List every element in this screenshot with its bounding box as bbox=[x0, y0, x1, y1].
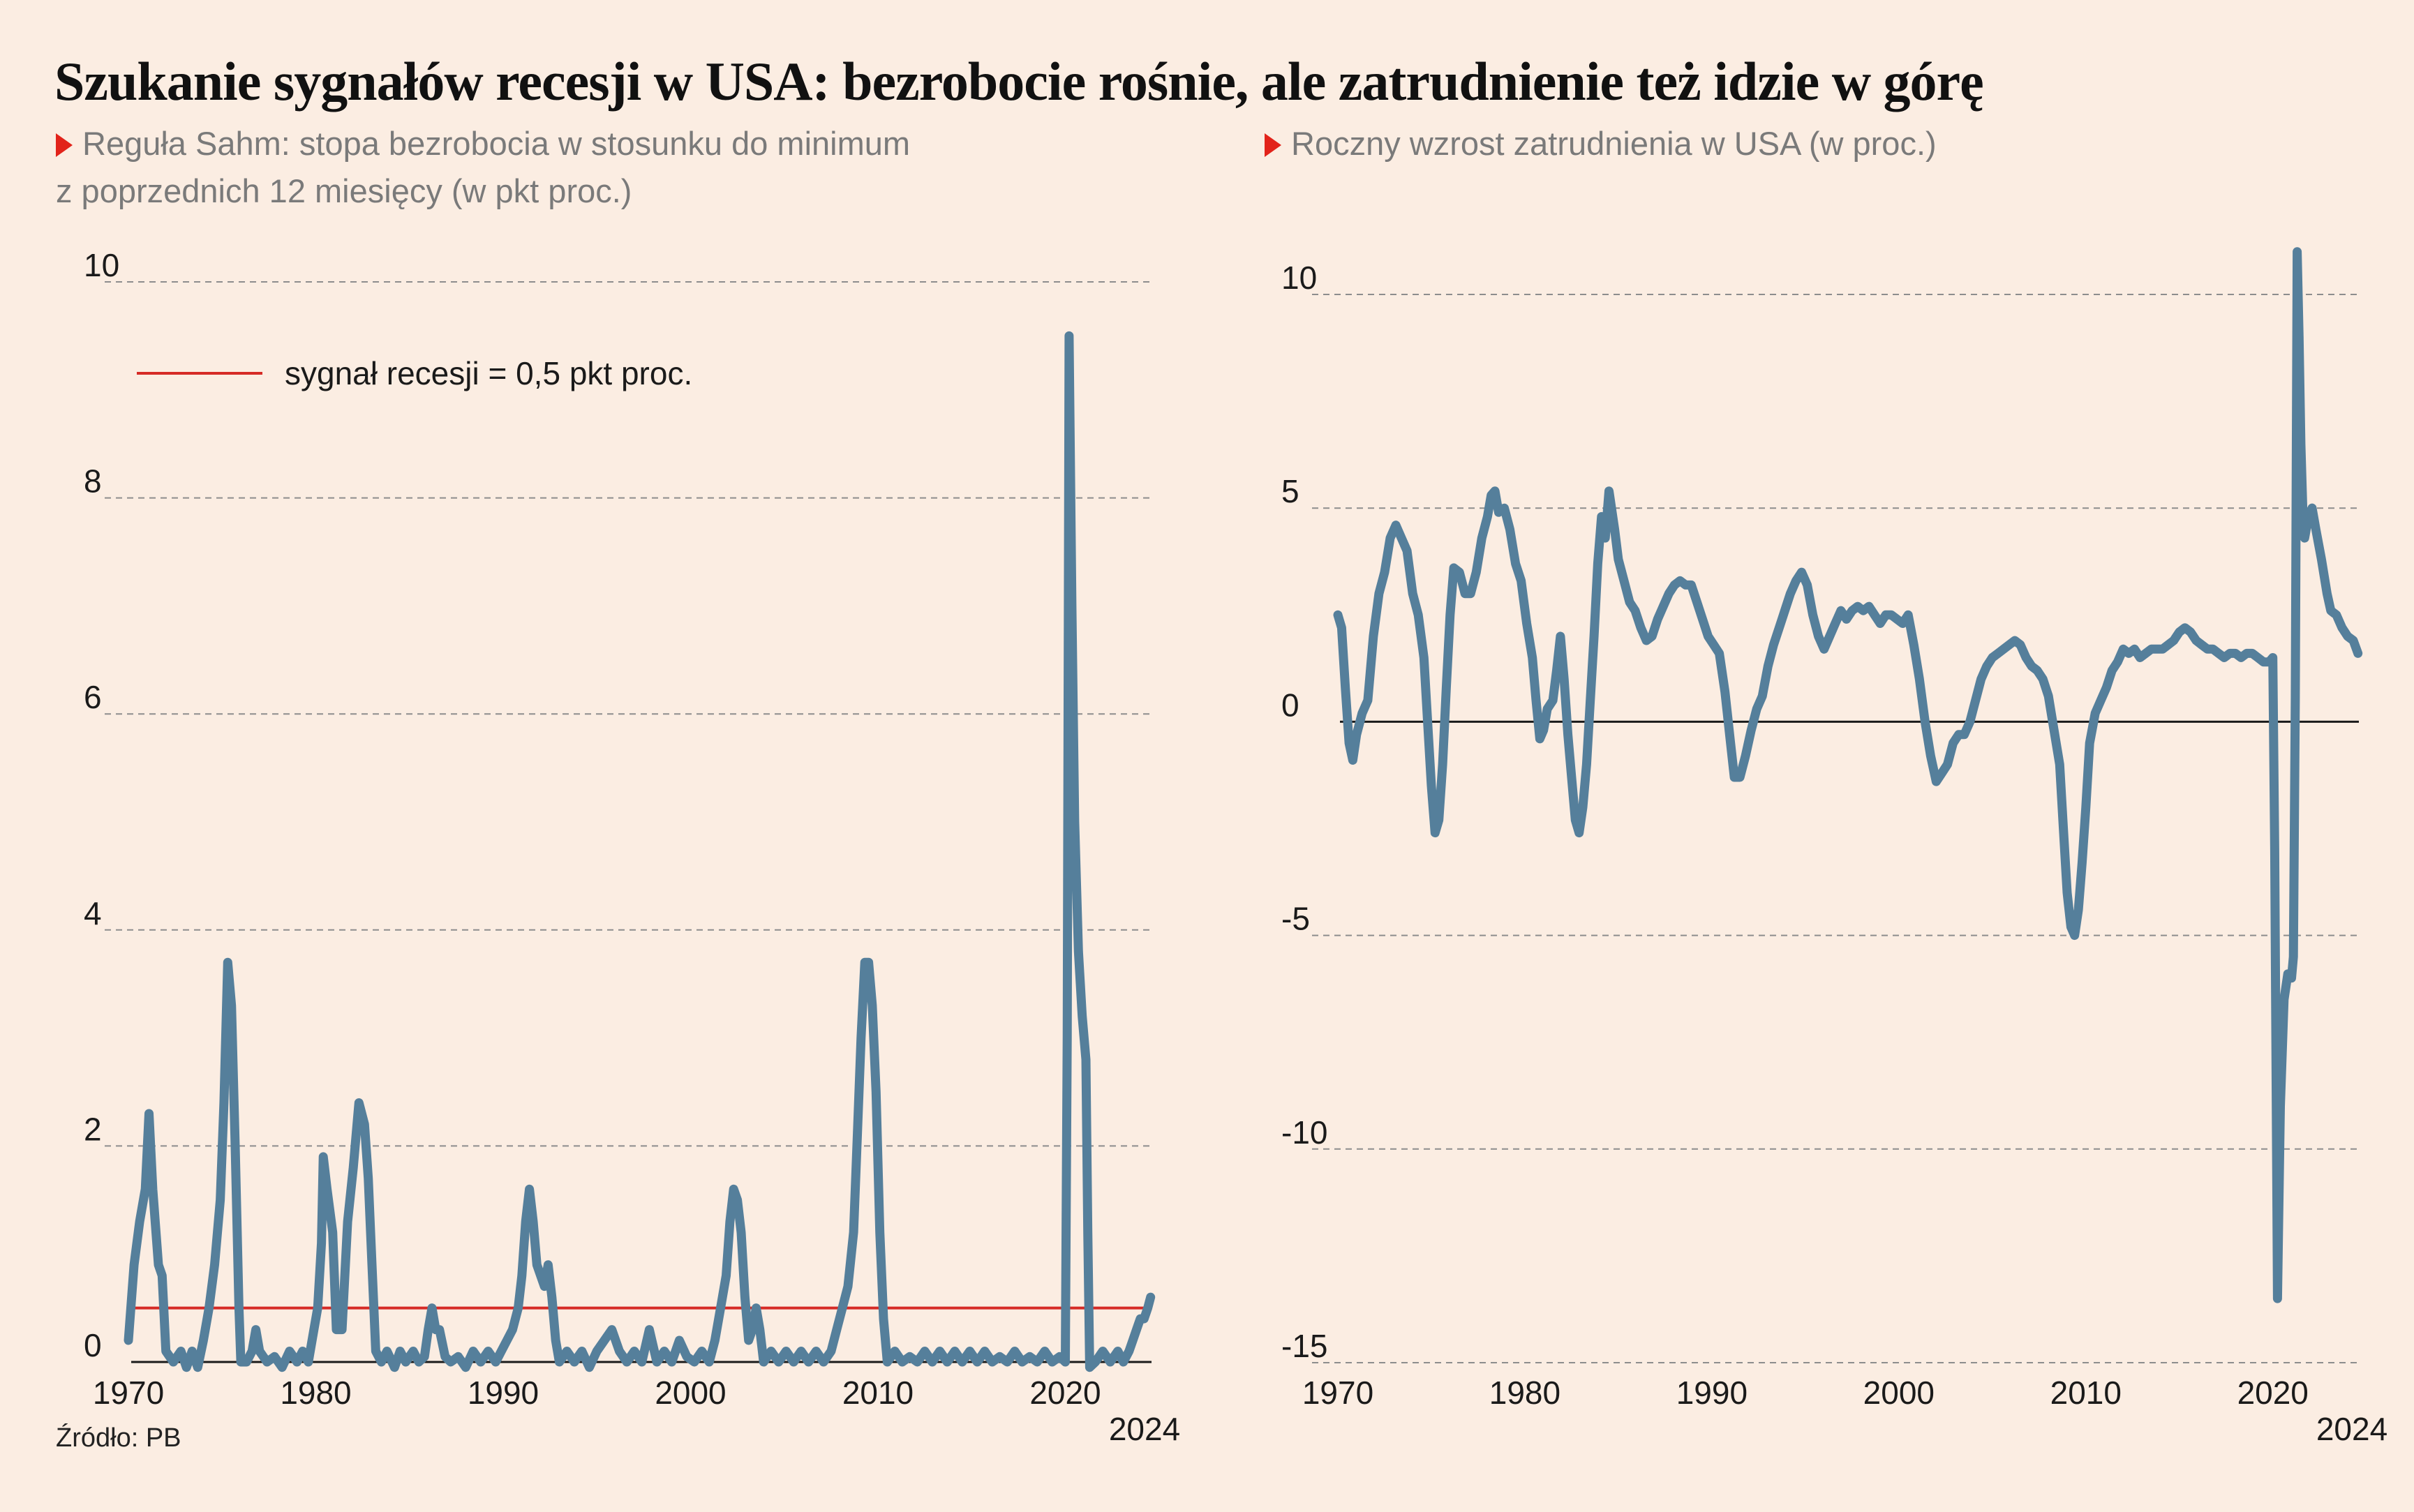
triangle-marker-icon bbox=[56, 133, 73, 157]
left-subtitle-line2: z poprzednich 12 miesięcy (w pkt proc.) bbox=[56, 172, 632, 209]
right-chart-x-tick-label: 2000 bbox=[1863, 1375, 1935, 1411]
left-chart-y-tick-label: 8 bbox=[84, 463, 102, 500]
right-chart-x-tick-label: 1990 bbox=[1676, 1375, 1748, 1411]
left-chart-y-tick-label: 10 bbox=[84, 247, 119, 283]
left-chart-legend-label: sygnał recesji = 0,5 pkt proc. bbox=[285, 355, 692, 391]
left-subtitle-line1: Reguła Sahm: stopa bezrobocia w stosunku… bbox=[82, 125, 911, 162]
right-chart-x-tick-label: 2020 bbox=[2237, 1375, 2309, 1411]
right-chart-series-line bbox=[1333, 247, 2363, 1303]
left-chart-x-tick-label: 2000 bbox=[655, 1375, 726, 1411]
left-chart-x-tick-label: 2010 bbox=[842, 1375, 914, 1411]
left-chart-x-tick-label: 2020 bbox=[1029, 1375, 1101, 1411]
right-chart-x-end-label: 2024 bbox=[2316, 1411, 2387, 1447]
left-chart-y-tick-label: 6 bbox=[84, 679, 102, 715]
right-chart-y-tick-label: -5 bbox=[1281, 901, 1310, 937]
right-chart-y-tick-label: -10 bbox=[1281, 1114, 1327, 1151]
right-chart-y-tick-label: -15 bbox=[1281, 1328, 1327, 1364]
left-chart-x-tick-label: 1990 bbox=[468, 1375, 539, 1411]
left-chart-x-end-label: 2024 bbox=[1109, 1411, 1180, 1447]
right-subtitle-text: Roczny wzrost zatrudnienia w USA (w proc… bbox=[1291, 125, 1937, 162]
right-chart-y-tick-label: 0 bbox=[1281, 687, 1299, 723]
right-chart-x-tick-label: 1980 bbox=[1489, 1375, 1560, 1411]
triangle-marker-icon bbox=[1265, 133, 1281, 157]
left-chart-y-tick-label: 2 bbox=[84, 1111, 102, 1147]
right-chart-y-tick-label: 5 bbox=[1281, 473, 1299, 509]
right-chart-subtitle: Roczny wzrost zatrudnienia w USA (w proc… bbox=[1265, 120, 1937, 167]
right-chart-x-tick-label: 1970 bbox=[1302, 1375, 1373, 1411]
left-chart-x-tick-label: 1970 bbox=[93, 1375, 164, 1411]
left-chart-subtitle: Reguła Sahm: stopa bezrobocia w stosunku… bbox=[56, 120, 910, 215]
source-note: Źródło: PB bbox=[56, 1423, 181, 1453]
left-chart-y-tick-label: 0 bbox=[84, 1327, 102, 1363]
left-chart-x-tick-label: 1980 bbox=[280, 1375, 351, 1411]
left-chart-series-line bbox=[124, 331, 1156, 1372]
left-chart: 0 2 4 6 8 10 sygnał recesji = 0,5 pkt proc. 197… bbox=[84, 247, 1180, 1447]
page-title: Szukanie sygnałów recesji w USA: bezrobo… bbox=[54, 51, 1984, 112]
right-chart-x-tick-label: 2010 bbox=[2050, 1375, 2122, 1411]
left-chart-y-tick-label: 4 bbox=[84, 895, 102, 931]
right-chart-y-tick-label: 10 bbox=[1281, 260, 1317, 296]
